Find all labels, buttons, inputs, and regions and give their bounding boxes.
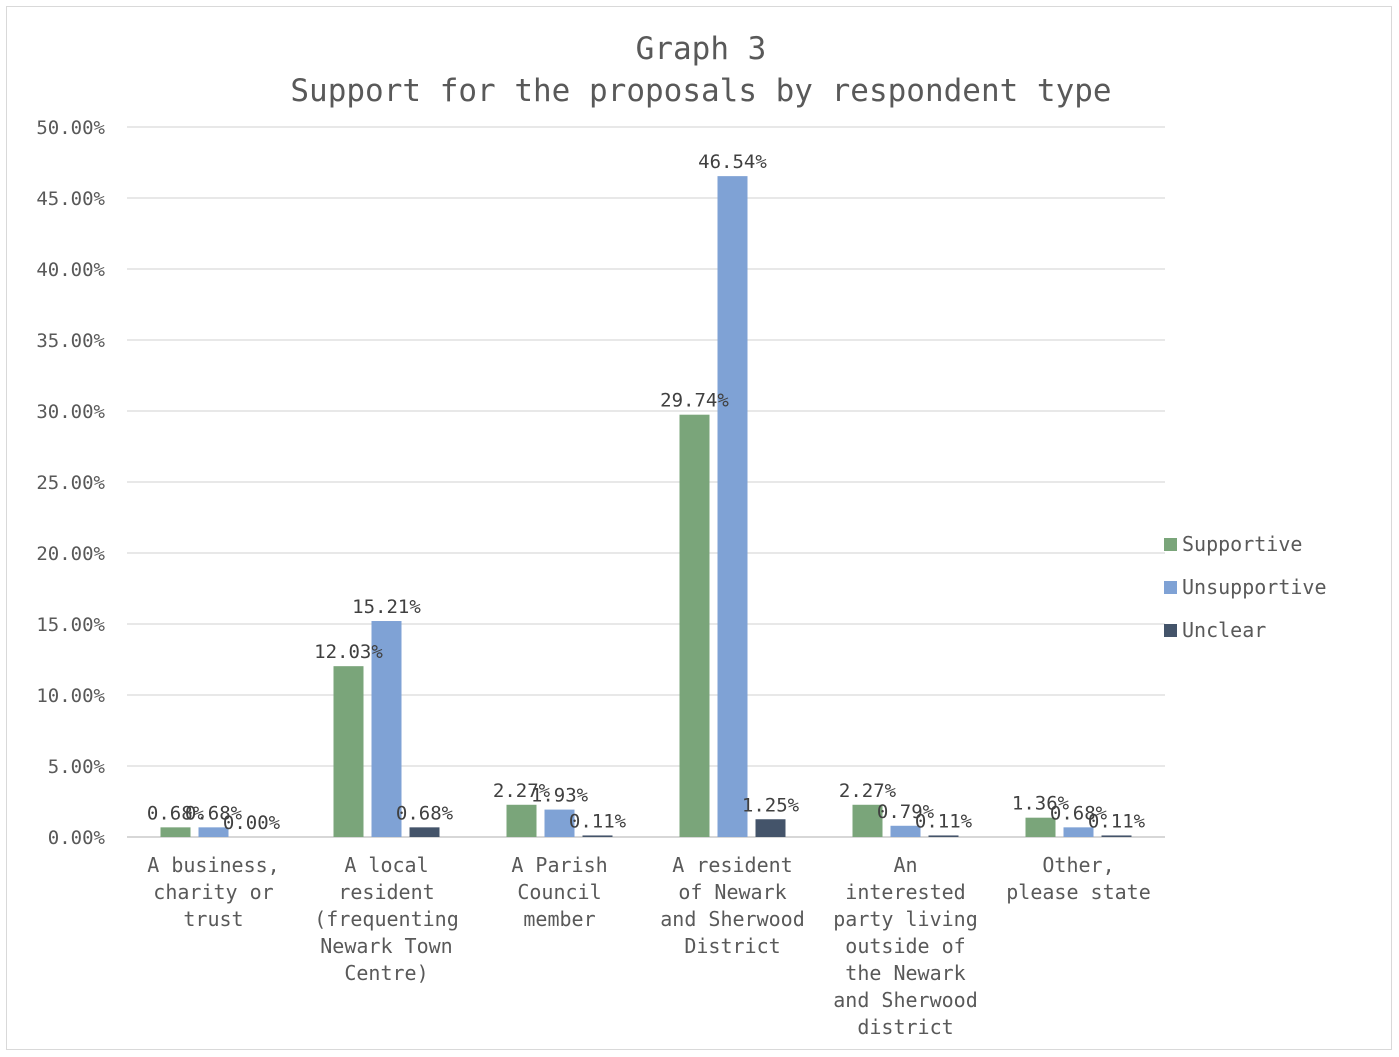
legend-label-supportive: Supportive <box>1182 532 1302 556</box>
bar-supportive <box>1025 817 1056 837</box>
data-label: 1.36% <box>1012 793 1070 815</box>
y-tick-label: 25.00% <box>36 472 105 494</box>
bar-unsupportive <box>717 176 748 837</box>
y-tick-label: 30.00% <box>36 401 105 423</box>
legend-swatch-supportive <box>1164 538 1177 551</box>
bar-supportive <box>506 804 537 837</box>
data-label: 0.68% <box>396 802 454 824</box>
y-tick-label: 35.00% <box>36 330 105 352</box>
data-label: 0.68% <box>185 802 243 824</box>
x-category-label: Other, please state <box>1006 853 1151 904</box>
legend-swatch-unsupportive <box>1164 581 1177 594</box>
data-label: 1.25% <box>742 794 800 816</box>
bar-unclear <box>755 819 786 837</box>
x-category-label: An interested party living outside of the Ne… <box>833 853 978 1039</box>
bar-unsupportive <box>890 825 921 837</box>
x-category-label: A resident of Newark and Sherwood District <box>660 853 805 958</box>
y-tick-label: 10.00% <box>36 685 105 707</box>
bar-chart: Graph 3 Support for the proposals by res… <box>36 31 1327 1039</box>
bar-unclear <box>928 835 959 837</box>
legend: Supportive Unsupportive Unclear <box>1164 532 1327 642</box>
y-tick-label: 5.00% <box>48 756 106 778</box>
data-label: 2.27% <box>493 780 551 802</box>
bar-supportive <box>160 827 191 837</box>
y-tick-label: 50.00% <box>36 117 105 139</box>
legend-label-unsupportive: Unsupportive <box>1182 575 1327 599</box>
x-category-label: A local resident (frequenting Newark Town Ce… <box>314 853 459 985</box>
data-label: 0.11% <box>569 810 627 832</box>
data-label: 12.03% <box>314 641 383 663</box>
data-label: 46.54% <box>698 151 767 173</box>
chart-subtitle: Support for the proposals by respondent … <box>290 73 1111 109</box>
bar-unsupportive <box>1063 827 1094 837</box>
data-label: 0.11% <box>915 810 973 832</box>
bar-unclear <box>1101 835 1132 837</box>
data-label: 0.68% <box>147 802 205 824</box>
data-label: 0.11% <box>1088 810 1146 832</box>
y-tick-label: 15.00% <box>36 614 105 636</box>
chart-title: Graph 3 <box>636 31 767 67</box>
data-label: 0.68% <box>1050 802 1108 824</box>
y-tick-label: 40.00% <box>36 259 105 281</box>
data-label: 0.00% <box>223 812 281 834</box>
gridlines <box>127 126 1165 838</box>
x-category-label: A business, charity or trust <box>147 853 279 931</box>
bar-supportive <box>333 666 364 837</box>
bar-unsupportive <box>544 809 575 837</box>
data-label: 29.74% <box>660 390 729 412</box>
bar-unclear <box>409 827 440 837</box>
data-labels: 0.68%12.03%2.27%29.74%2.27%1.36%0.68%15.… <box>147 151 1146 834</box>
chart-frame: Graph 3 Support for the proposals by res… <box>6 6 1392 1050</box>
y-tick-label: 45.00% <box>36 188 105 210</box>
bars <box>160 176 1132 837</box>
bar-supportive <box>852 804 883 837</box>
data-label: 15.21% <box>352 596 421 618</box>
data-label: 1.93% <box>531 785 589 807</box>
y-tick-label: 0.00% <box>48 827 106 849</box>
bar-unsupportive <box>198 827 229 837</box>
x-category-label: A Parish Council member <box>511 853 607 931</box>
y-tick-label: 20.00% <box>36 543 105 565</box>
bar-unsupportive <box>371 621 402 837</box>
data-label: 2.27% <box>839 780 897 802</box>
legend-label-unclear: Unclear <box>1182 618 1266 642</box>
x-axis-category-labels: A business, charity or trust A local residen… <box>147 853 1150 1039</box>
y-axis-tick-labels: 0.00% 5.00% 10.00% 15.00% 20.00% 25.00% 30.00%… <box>36 117 105 849</box>
bar-supportive <box>679 414 710 837</box>
legend-swatch-unclear <box>1164 624 1177 637</box>
bar-unclear <box>582 835 613 837</box>
data-label: 0.79% <box>877 801 935 823</box>
